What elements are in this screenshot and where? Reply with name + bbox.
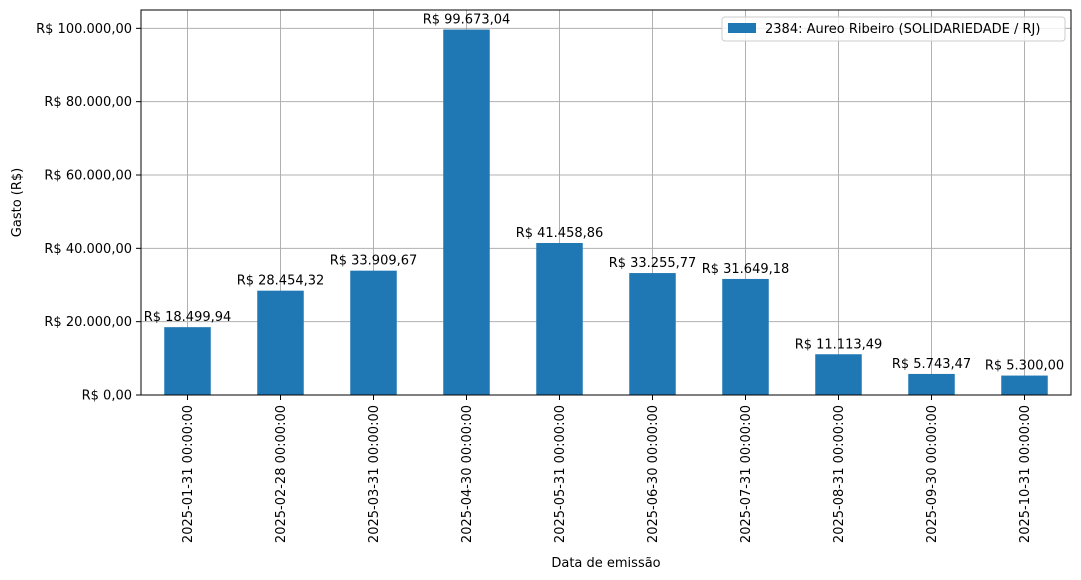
bar — [536, 242, 583, 395]
x-tick-label: 2025-08-31 00:00:00 — [832, 405, 847, 543]
x-tick-label: 2025-03-31 00:00:00 — [367, 405, 382, 543]
x-tick-label: 2025-04-30 00:00:00 — [460, 405, 475, 543]
legend: 2384: Aureo Ribeiro (SOLIDARIEDADE / RJ) — [721, 16, 1066, 42]
x-tick-label: 2025-09-30 00:00:00 — [925, 405, 940, 543]
x-axis-label: Data de emissão — [551, 556, 660, 571]
bar — [350, 270, 397, 395]
bar — [629, 273, 676, 395]
bar-value-label: R$ 11.113,49 — [795, 337, 883, 352]
y-tick-label: R$ 100.000,00 — [36, 22, 132, 37]
bar — [908, 373, 955, 395]
bar — [1001, 375, 1048, 395]
bar-value-label: R$ 28.454,32 — [237, 274, 325, 289]
y-axis-label: Gasto (R$) — [10, 168, 25, 237]
bars — [164, 29, 1048, 395]
y-tick-label: R$ 20.000,00 — [44, 315, 132, 330]
y-axis: R$ 0,00 R$ 20.000,00 R$ 40.000,00 R$ 60.000… — [36, 22, 141, 404]
x-tick-label: 2025-01-31 00:00:00 — [181, 405, 196, 543]
legend-swatch — [728, 23, 756, 33]
y-tick-label: R$ 60.000,00 — [44, 169, 132, 184]
bar — [815, 354, 862, 395]
bar-value-label: R$ 5.300,00 — [985, 359, 1064, 374]
bar-value-label: R$ 5.743,47 — [892, 357, 971, 372]
bar-value-label: R$ 33.255,77 — [609, 256, 697, 271]
x-tick-label: 2025-05-31 00:00:00 — [553, 405, 568, 543]
bar — [722, 278, 769, 395]
bar-value-label: R$ 33.909,67 — [330, 254, 418, 269]
grid — [141, 10, 1071, 396]
bar — [257, 290, 304, 395]
plot-frame — [140, 9, 1072, 396]
y-tick-label: R$ 40.000,00 — [44, 242, 132, 257]
x-tick-label: 2025-10-31 00:00:00 — [1018, 405, 1033, 543]
data-labels: R$ 18.499,94 R$ 28.454,32 R$ 33.909,67 R$ 9… — [144, 13, 1064, 374]
x-tick-label: 2025-06-30 00:00:00 — [646, 405, 661, 543]
x-tick-label: 2025-02-28 00:00:00 — [274, 405, 289, 543]
bar — [443, 29, 490, 395]
legend-entry: 2384: Aureo Ribeiro (SOLIDARIEDADE / RJ) — [765, 22, 1040, 37]
x-axis: 2025-01-31 00:00:00 2025-02-28 00:00:00 20… — [181, 395, 1033, 543]
bar — [164, 327, 211, 395]
legend-box — [721, 16, 1066, 42]
bar-value-label: R$ 31.649,18 — [702, 262, 790, 277]
y-tick-label: R$ 0,00 — [82, 389, 132, 404]
y-tick-label: R$ 80.000,00 — [44, 95, 132, 110]
x-tick-label: 2025-07-31 00:00:00 — [739, 405, 754, 543]
bar-value-label: R$ 18.499,94 — [144, 310, 232, 325]
bar-value-label: R$ 41.458,86 — [516, 226, 604, 241]
bar-value-label: R$ 99.673,04 — [423, 13, 511, 28]
